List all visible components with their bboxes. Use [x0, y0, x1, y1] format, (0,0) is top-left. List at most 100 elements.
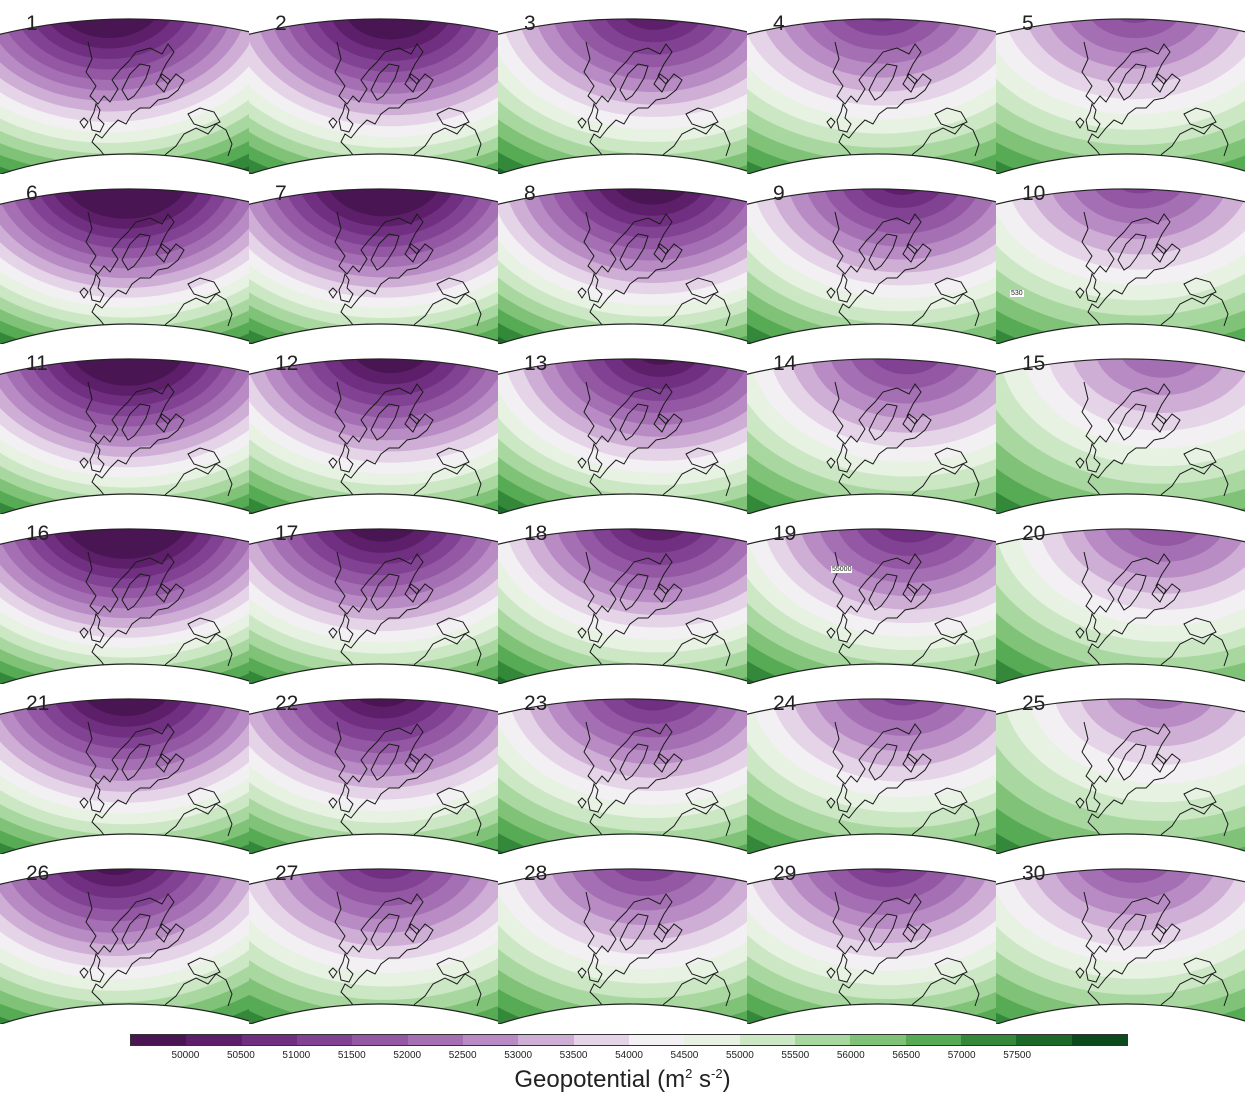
map-panel: 25: [996, 684, 1245, 854]
coastline: [187, 107, 221, 129]
coastline: [685, 447, 719, 469]
map-sector-outline: [249, 18, 498, 174]
coastline: [404, 923, 420, 943]
panel-number: 30: [1022, 862, 1046, 885]
colorbar-tick-label: 56500: [892, 1050, 921, 1061]
coastline: [187, 617, 221, 639]
map-panel-svg: [0, 358, 249, 514]
panel-number: 28: [524, 862, 548, 885]
panel-number: 21: [26, 692, 50, 715]
coastline: [328, 272, 354, 303]
map-panel: 5: [996, 4, 1245, 174]
map-panel: 12: [249, 344, 498, 514]
colorbar-segment: [905, 1035, 961, 1045]
coastline: [826, 442, 852, 473]
coastline: [1151, 753, 1167, 773]
map-panel-svg: [0, 18, 249, 174]
coastline: [826, 782, 852, 813]
map-sector-outline: [498, 18, 747, 174]
coastline: [436, 957, 470, 979]
map-panel: 26: [0, 854, 249, 1024]
map-sector-outline: [249, 188, 498, 344]
map-sector-outline: [249, 698, 498, 854]
map-panel-grid: 1 2 3 4 5 6 7 8 9 10 530 11 12 13 14 15 16 17 18 19 55000 20 2…: [0, 4, 1245, 1024]
contour-label: 530: [1010, 290, 1024, 297]
coastline: [653, 923, 669, 943]
coastline: [404, 73, 420, 93]
map-panel: 7: [249, 174, 498, 344]
coastline: [826, 102, 852, 133]
colorbar-segment: [1016, 1035, 1072, 1045]
coastline: [902, 413, 918, 433]
colorbar-segment: [462, 1035, 519, 1045]
map-panel-svg: [996, 358, 1245, 514]
colorbar-tick-label: 54500: [670, 1050, 699, 1061]
map-panel-svg: [747, 528, 996, 684]
coastline: [934, 787, 968, 809]
map-sector-outline: [498, 358, 747, 514]
colorbar-segment: [186, 1035, 242, 1045]
coastline: [79, 612, 105, 643]
coastline: [121, 573, 151, 611]
colorbar-segment: [960, 1035, 1017, 1045]
coastline: [619, 743, 649, 781]
panel-number: 11: [26, 352, 48, 375]
panel-number: 27: [275, 862, 299, 885]
map-sector-outline: [498, 528, 747, 684]
coastline: [155, 413, 171, 433]
coastline: [577, 272, 603, 303]
panel-number: 20: [1022, 522, 1046, 545]
panel-number: 12: [275, 352, 299, 375]
colorbar-title: Geopotential (m2 s-2): [514, 1066, 731, 1093]
map-panel: 20: [996, 514, 1245, 684]
map-panel-svg: [498, 528, 747, 684]
coastline: [187, 277, 221, 299]
panel-number: 25: [1022, 692, 1046, 715]
colorbar-tick-label: 56000: [836, 1050, 865, 1061]
colorbar-tick-label: 55000: [725, 1050, 754, 1061]
map-sector-outline: [747, 188, 996, 344]
coastline: [1151, 73, 1167, 93]
coastline: [1151, 413, 1167, 433]
colorbar-tick-label: 51500: [337, 1050, 366, 1061]
colorbar-segment: [131, 1035, 187, 1045]
map-panel-svg: [747, 358, 996, 514]
coastline: [902, 73, 918, 93]
map-panel: 28: [498, 854, 747, 1024]
coastline: [826, 272, 852, 303]
map-panel-svg: [249, 528, 498, 684]
map-sector-outline: [0, 698, 249, 854]
panel-number: 19: [773, 522, 797, 545]
colorbar-segment: [1071, 1035, 1127, 1045]
coastline: [436, 107, 470, 129]
coastline: [1117, 743, 1147, 781]
coastline: [619, 913, 649, 951]
map-sector-outline: [249, 528, 498, 684]
coastline: [187, 447, 221, 469]
map-sector-outline: [249, 868, 498, 1024]
panel-number: 14: [773, 352, 797, 375]
colorbar: [130, 1034, 1128, 1046]
map-sector-outline: [996, 18, 1245, 174]
colorbar-segment: [407, 1035, 463, 1045]
map-sector-outline: [498, 868, 747, 1024]
colorbar-tick-label: 57000: [947, 1050, 976, 1061]
coastline: [370, 233, 400, 271]
map-sector-outline: [747, 18, 996, 174]
map-sector-outline: [747, 528, 996, 684]
coastline: [370, 913, 400, 951]
colorbar-segment: [739, 1035, 795, 1045]
map-panel-svg: [0, 528, 249, 684]
map-panel: 22: [249, 684, 498, 854]
coastline: [868, 403, 898, 441]
coastline: [121, 743, 151, 781]
panel-number: 3: [524, 12, 536, 35]
map-sector-outline: [747, 698, 996, 854]
coastline: [1075, 102, 1101, 133]
coastline: [155, 583, 171, 603]
map-sector-outline: [0, 188, 249, 344]
coastline: [404, 583, 420, 603]
colorbar-tick-label: 52000: [393, 1050, 422, 1061]
map-panel-svg: [747, 868, 996, 1024]
coastline: [328, 442, 354, 473]
